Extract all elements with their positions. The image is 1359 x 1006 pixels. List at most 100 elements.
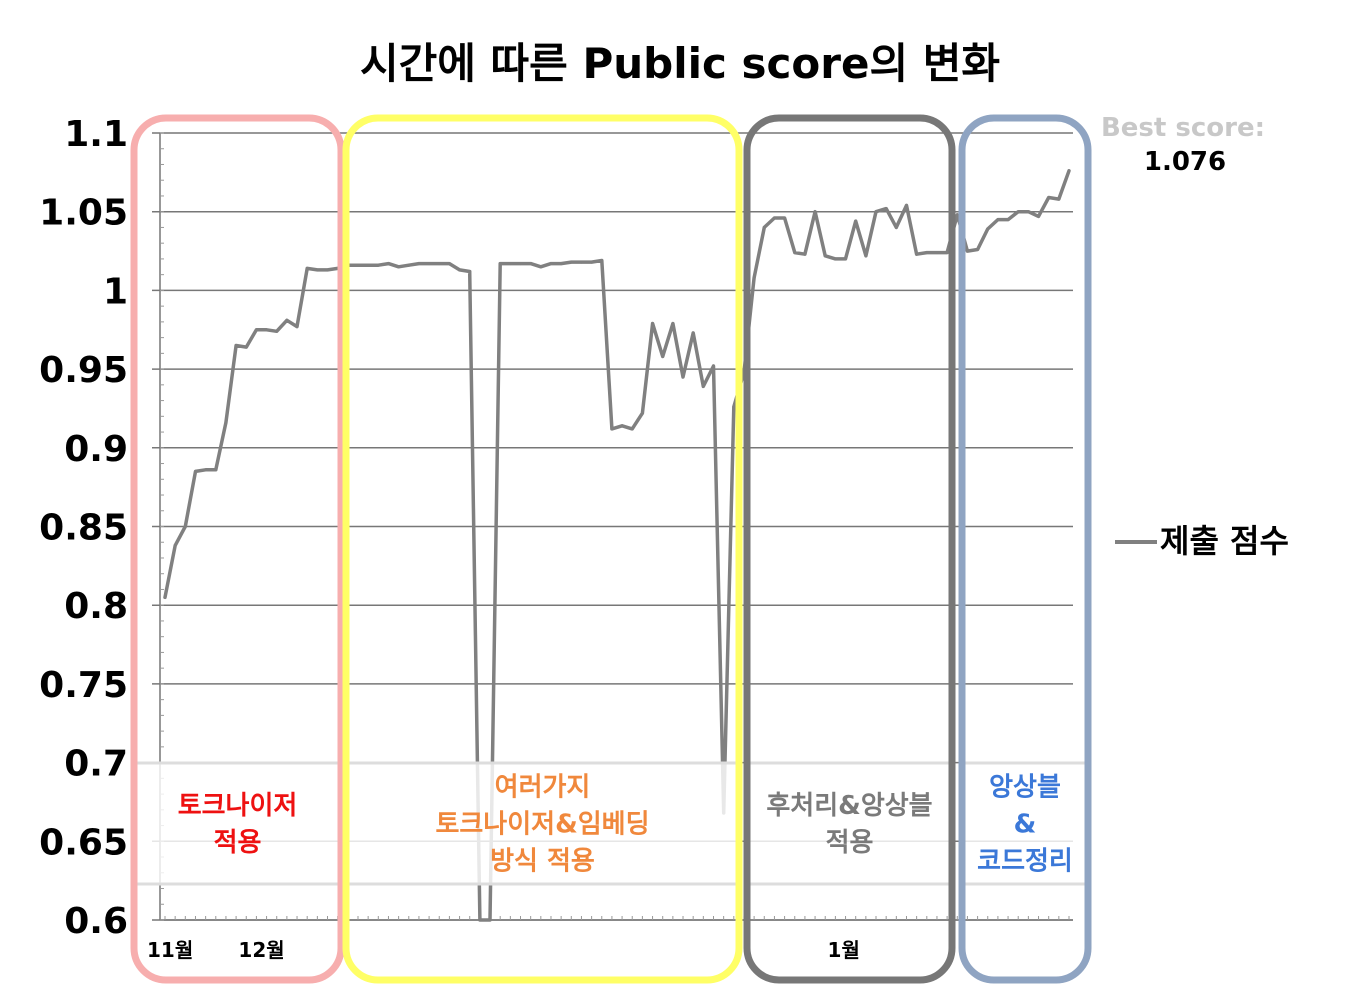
series-line xyxy=(163,169,1071,922)
data-point xyxy=(915,252,919,256)
data-point xyxy=(874,210,878,214)
data-point xyxy=(661,355,665,359)
data-point xyxy=(701,384,705,388)
data-point xyxy=(285,318,289,322)
data-point xyxy=(813,210,817,214)
data-point xyxy=(498,262,502,266)
phase-label-line: & xyxy=(1014,810,1037,840)
data-point xyxy=(265,328,269,332)
y-tick-label: 0.7 xyxy=(64,744,128,785)
data-point xyxy=(610,427,614,431)
phase-box xyxy=(130,114,345,984)
data-point xyxy=(671,321,675,325)
phase-group: 앙상블 & 코드정리 xyxy=(958,114,1092,984)
data-point xyxy=(844,257,848,261)
data-point xyxy=(366,263,370,267)
data-point xyxy=(620,424,624,428)
data-point xyxy=(833,257,837,261)
data-point xyxy=(224,421,228,425)
data-point xyxy=(458,268,462,272)
data-point xyxy=(691,331,695,335)
data-point xyxy=(986,227,990,231)
y-tick-label: 0.6 xyxy=(64,901,128,942)
data-point xyxy=(732,405,736,409)
y-tick-label: 0.85 xyxy=(39,508,128,549)
data-point xyxy=(1006,218,1010,222)
x-tick-label: 11월 xyxy=(147,938,193,962)
phase-label-line: 토크나이저 xyxy=(178,791,298,821)
data-point xyxy=(1057,197,1061,201)
data-point xyxy=(1016,210,1020,214)
data-point xyxy=(427,262,431,266)
data-point xyxy=(173,543,177,547)
x-axis-labels: 11월 12월 1월 xyxy=(147,938,860,962)
phase-label-panel xyxy=(132,761,343,886)
data-point xyxy=(681,375,685,379)
data-point xyxy=(1067,169,1071,173)
data-point xyxy=(579,260,583,264)
data-point xyxy=(468,270,472,274)
best-score-value: 1.076 xyxy=(1144,147,1226,177)
data-point xyxy=(508,262,512,266)
chart-title: 시간에 따른 Public score의 변화 xyxy=(360,39,1000,88)
data-point xyxy=(488,918,492,922)
y-tick-label: 0.65 xyxy=(39,822,128,863)
data-point xyxy=(630,427,634,431)
data-point xyxy=(519,262,523,266)
data-point xyxy=(904,203,908,207)
data-point xyxy=(376,263,380,267)
phase-label-line: 후처리&앙상블 xyxy=(766,791,932,821)
x-tick-label: 12월 xyxy=(238,938,284,962)
data-point xyxy=(935,251,939,255)
data-point xyxy=(955,213,959,217)
phase-label-line: 코드정리 xyxy=(977,847,1073,877)
best-score-label: Best score: xyxy=(1101,113,1265,143)
y-tick-label: 0.75 xyxy=(39,665,128,706)
data-point xyxy=(539,265,543,269)
phase-label-line: 앙상블 xyxy=(989,773,1061,803)
phase-label-line: 적용 xyxy=(214,828,262,858)
data-point xyxy=(305,266,309,270)
phase-label-line: 방식 적용 xyxy=(490,847,595,877)
legend-label: 제출 점수 xyxy=(1160,522,1289,560)
data-point xyxy=(254,328,258,332)
phase-label-line: 적용 xyxy=(826,828,874,858)
data-point xyxy=(823,254,827,258)
phase-label-line: 토크나이저&임베딩 xyxy=(435,810,649,840)
data-point xyxy=(549,262,553,266)
phase-box xyxy=(743,114,956,984)
data-point xyxy=(244,345,248,349)
data-point xyxy=(437,262,441,266)
data-point xyxy=(183,525,187,528)
data-point xyxy=(356,263,360,267)
data-point xyxy=(772,216,776,220)
phase-label-panel xyxy=(960,761,1090,886)
phase-label-line: 여러가지 xyxy=(495,773,591,803)
data-point xyxy=(275,329,279,333)
data-point xyxy=(640,411,644,415)
data-point xyxy=(234,343,238,347)
data-point xyxy=(590,260,594,264)
data-point xyxy=(1047,196,1051,200)
phase-box xyxy=(958,114,1092,984)
data-point xyxy=(529,262,533,266)
data-point xyxy=(711,364,715,368)
data-point xyxy=(965,249,969,253)
y-tick-label: 0.95 xyxy=(39,350,128,391)
data-point xyxy=(1037,214,1041,218)
data-point xyxy=(925,251,929,255)
data-point xyxy=(752,276,756,280)
data-point xyxy=(163,595,167,599)
y-tick-label: 1 xyxy=(103,271,128,312)
data-point xyxy=(193,469,197,473)
data-point xyxy=(386,262,390,266)
data-point xyxy=(976,247,980,251)
data-point xyxy=(407,263,411,267)
